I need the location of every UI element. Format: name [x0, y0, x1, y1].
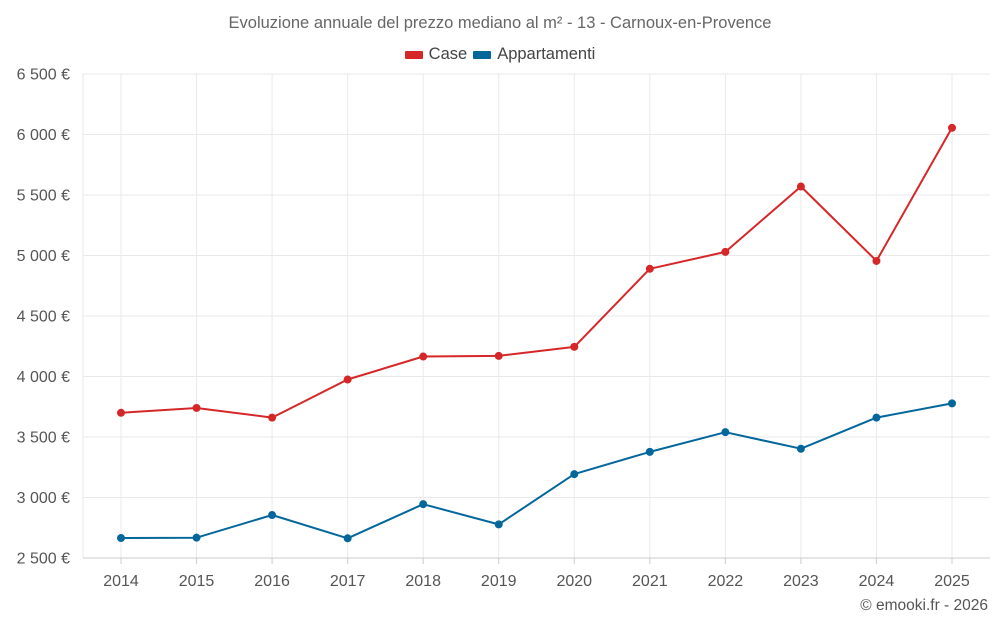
x-tick-label: 2017	[330, 573, 366, 590]
data-point[interactable]	[645, 447, 654, 456]
series-case	[117, 123, 956, 422]
x-tick-label: 2024	[859, 573, 895, 590]
x-tick-label: 2014	[103, 573, 139, 590]
y-tick-label: 5 500 €	[17, 188, 70, 205]
data-point[interactable]	[872, 256, 881, 265]
data-point[interactable]	[721, 428, 730, 437]
series	[117, 123, 956, 543]
data-point[interactable]	[721, 247, 730, 256]
legend-swatch-appartamenti	[473, 50, 492, 59]
x-tick-label: 2020	[556, 573, 592, 590]
x-tick-label: 2022	[708, 573, 744, 590]
series-line	[120, 402, 953, 540]
data-point[interactable]	[948, 399, 956, 408]
data-point[interactable]	[494, 520, 503, 529]
x-tick-label: 2019	[481, 573, 517, 590]
legend-label-case: Case	[428, 45, 468, 63]
data-point[interactable]	[948, 123, 956, 132]
data-point[interactable]	[192, 533, 201, 542]
data-point[interactable]	[343, 375, 352, 384]
data-point[interactable]	[343, 534, 352, 543]
x-tick-label: 2015	[179, 573, 215, 590]
x-tick-label: 2023	[783, 573, 819, 590]
data-point[interactable]	[419, 352, 428, 361]
legend-item-appartamenti[interactable]: Appartamenti	[473, 45, 595, 64]
data-point[interactable]	[268, 413, 277, 422]
legend-swatch-case	[404, 50, 423, 59]
y-tick-label: 2 500 €	[17, 551, 70, 568]
data-point[interactable]	[872, 413, 881, 422]
x-tick-label: 2016	[254, 573, 290, 590]
data-point[interactable]	[494, 351, 503, 360]
chart-title: Evoluzione annuale del prezzo mediano al…	[228, 14, 772, 32]
data-point[interactable]	[268, 511, 277, 520]
data-point[interactable]	[117, 534, 125, 543]
y-tick-label: 5 000 €	[17, 248, 70, 265]
x-tick-label: 2018	[405, 573, 441, 590]
y-tick-label: 3 500 €	[17, 430, 70, 447]
data-point[interactable]	[192, 403, 201, 412]
data-point[interactable]	[796, 444, 805, 453]
data-point[interactable]	[796, 182, 805, 191]
y-tick-label: 6 500 €	[17, 67, 70, 84]
data-point[interactable]	[570, 470, 579, 479]
y-tick-label: 4 000 €	[17, 369, 70, 386]
legend: Case Appartamenti	[0, 45, 1000, 64]
x-tick-label: 2025	[934, 573, 970, 590]
axes: 2 500 € 3 000 € 3 500 € 4 000 € 4 500 € 5 000…	[17, 67, 990, 590]
data-point[interactable]	[570, 342, 579, 351]
credit-footer: © emooki.fr - 2026	[860, 597, 988, 614]
grid	[82, 73, 990, 558]
data-point[interactable]	[645, 264, 654, 273]
y-tick-label: 6 000 €	[17, 127, 70, 144]
legend-label-appartamenti: Appartamenti	[497, 45, 596, 63]
y-tick-label: 4 500 €	[17, 309, 70, 326]
legend-item-case[interactable]: Case	[404, 45, 468, 64]
y-tick-label: 3 000 €	[17, 490, 70, 507]
series-appartamenti	[117, 399, 956, 543]
x-tick-label: 2021	[632, 573, 668, 590]
data-point[interactable]	[117, 408, 125, 417]
series-line	[120, 127, 953, 419]
data-point[interactable]	[419, 500, 428, 509]
